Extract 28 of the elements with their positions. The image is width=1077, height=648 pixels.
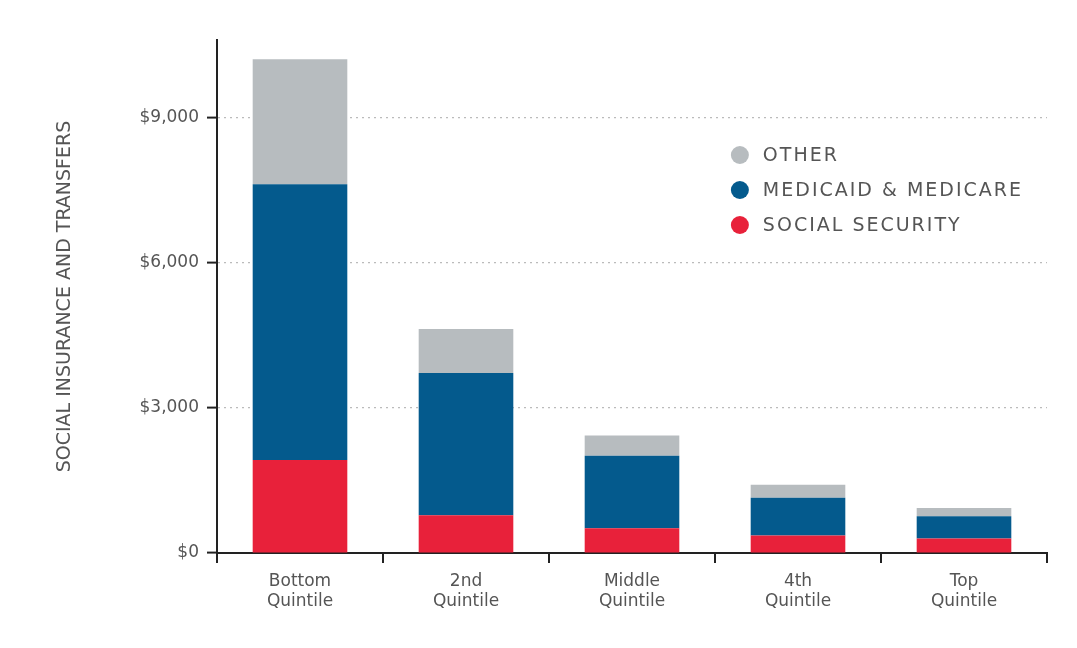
bar bbox=[252, 460, 348, 553]
legend-label: MEDICAID & MEDICARE bbox=[762, 177, 1024, 200]
bar bbox=[916, 516, 1012, 539]
bar bbox=[750, 535, 846, 553]
bar bbox=[418, 515, 514, 553]
bar bbox=[750, 497, 846, 536]
bar bbox=[750, 484, 846, 498]
y-tick-label: $9,000 bbox=[139, 105, 199, 126]
x-tick-label: 2nd Quintile bbox=[432, 569, 500, 611]
x-tick-label: Top Quintile bbox=[930, 569, 998, 611]
y-axis-title: SOCIAL INSURANCE AND TRANSFERS bbox=[52, 120, 75, 473]
bar bbox=[252, 184, 348, 461]
bar bbox=[584, 455, 680, 529]
y-tick-label: $0 bbox=[177, 541, 199, 562]
bar bbox=[252, 59, 348, 185]
bar bbox=[916, 507, 1012, 517]
bar bbox=[916, 538, 1012, 553]
legend-label: SOCIAL SECURITY bbox=[762, 212, 962, 235]
x-tick-label: Bottom Quintile bbox=[266, 569, 334, 611]
x-tick-label: 4th Quintile bbox=[764, 569, 832, 611]
bar bbox=[418, 372, 514, 516]
x-tick-label: Middle Quintile bbox=[598, 569, 666, 611]
bar bbox=[584, 435, 680, 456]
legend-label: OTHER bbox=[762, 142, 839, 165]
y-tick-label: $3,000 bbox=[139, 396, 199, 417]
bar bbox=[418, 328, 514, 373]
bar bbox=[584, 528, 680, 553]
y-tick-label: $6,000 bbox=[139, 251, 199, 272]
